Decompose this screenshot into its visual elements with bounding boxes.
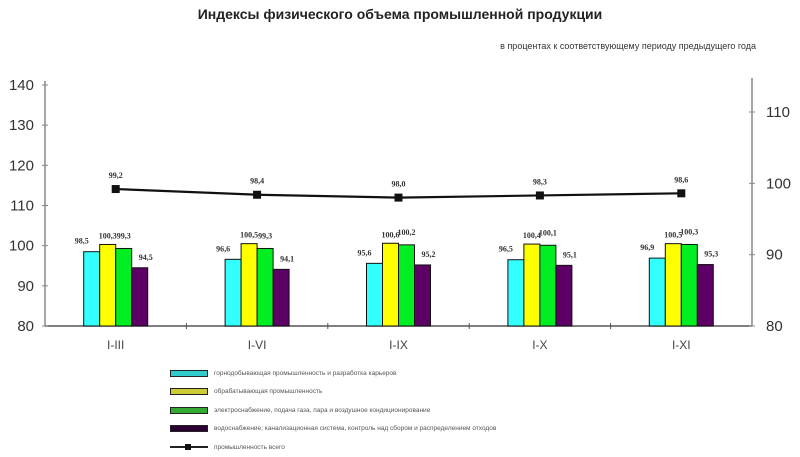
bar [507,259,525,327]
bar [99,243,117,327]
bar [414,264,431,327]
bar-value-label: 100,2 [398,228,416,237]
bar [224,258,242,327]
bar-value-label: 96,6 [216,244,230,253]
bar-value-label: 94,5 [139,253,153,262]
legend-item: водоснабжение; канализационная система, … [170,420,496,439]
bar [272,268,290,327]
bar [539,244,557,327]
line-marker [111,185,120,194]
left-axis-tick-label: 110 [10,198,34,215]
bar-value-label: 95,6 [358,248,372,257]
legend-label: электроснабжение, подача газа, пара и во… [214,406,431,414]
legend-label: водоснабжение; канализационная система, … [214,425,497,433]
line-marker [535,191,544,200]
bar-value-label: 95,3 [704,250,718,259]
bar [696,264,714,327]
bar [555,264,573,327]
bar [382,242,399,327]
chart-subtitle: в процентах к соответствующему периоду п… [500,41,756,51]
left-axis-tick-label: 140 [9,77,34,94]
bar [648,257,666,327]
legend-color-swatch [170,406,208,414]
bar-value-label: 100,5 [664,231,682,240]
bar-value-label: 100,5 [240,231,258,240]
bar [366,262,383,327]
left-axis-tick-label: 130 [9,117,34,134]
line-value-label: 98,0 [392,180,406,189]
right-axis-tick-label: 110 [766,104,790,121]
legend-color-swatch [170,369,208,377]
legend-item: промышленность всего [170,438,496,457]
bar [240,243,258,327]
bar-value-label: 98,5 [75,237,89,246]
bar [523,243,541,327]
line-value-label: 98,4 [250,177,264,186]
line-value-label: 99,2 [109,171,123,180]
bar-value-label: 100,4 [523,231,541,240]
legend-color-swatch [170,425,208,433]
line-marker [677,189,686,198]
legend-label: обрабатывающая промышленность [214,388,323,396]
bar-value-label: 100,3 [99,231,117,240]
bar-value-label: 99,3 [258,231,272,240]
line-value-label: 98,6 [674,175,688,184]
bar-value-label: 94,1 [280,254,294,263]
legend-item: обрабатывающая промышленность [170,383,496,402]
x-axis-category-label: I-VI [248,338,267,352]
bar-value-label: 96,9 [640,243,654,252]
x-axis-category-label: I-IX [389,338,408,352]
left-axis-tick-label: 120 [9,157,34,174]
bar-value-label: 100,1 [539,228,557,237]
x-axis-category-label: I-III [107,338,124,352]
bar [256,247,274,327]
line-marker [394,193,403,202]
bar-value-label: 96,5 [499,245,513,254]
legend-label: промышленность всего [214,443,285,451]
left-axis-tick-label: 100 [9,238,34,255]
right-axis-tick-label: 100 [766,175,791,192]
bar-value-label: 95,2 [422,250,436,259]
right-axis-tick-label: 90 [766,247,783,264]
bar [680,243,698,327]
line-marker [253,190,262,199]
bar-value-label: 95,1 [563,250,577,259]
right-axis-tick-label: 80 [766,318,783,335]
bar [115,247,133,327]
bar-value-label: 100,3 [680,227,698,236]
bar-value-label: 99,3 [117,231,131,240]
bar-value-label: 100,6 [382,230,400,239]
bar [131,267,149,327]
bar [664,243,682,327]
legend-item: электроснабжение, подача газа, пара и во… [170,401,496,420]
chart-legend: горнодобывающая промышленность и разрабо… [170,364,496,457]
left-axis-tick-label: 80 [17,318,34,335]
left-axis-tick-label: 90 [17,278,34,295]
chart-title: Индексы физического объема промышленной … [197,6,603,22]
line-value-label: 98,3 [533,177,547,186]
legend-line-marker-icon [170,444,208,451]
legend-label: горнодобывающая промышленность и разрабо… [214,369,397,377]
legend-item: горнодобывающая промышленность и разрабо… [170,364,496,383]
x-axis-category-label: I-X [532,338,547,352]
x-axis-category-label: I-XI [672,338,691,352]
legend-color-swatch [170,388,208,396]
bar [398,244,415,327]
bar [83,251,101,327]
